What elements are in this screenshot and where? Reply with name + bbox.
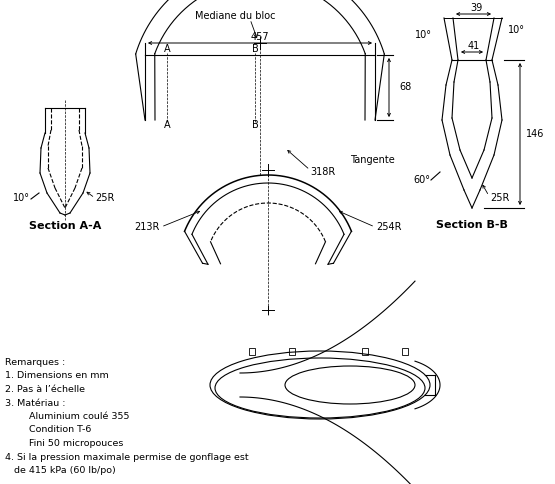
Text: 146: 146 [526,129,544,139]
Text: de 415 kPa (60 lb/po): de 415 kPa (60 lb/po) [5,466,116,475]
Text: 3. Matériau :: 3. Matériau : [5,398,65,408]
Bar [249,348,255,355]
Text: 10°: 10° [508,25,525,35]
Text: B: B [251,120,259,130]
Text: Section A-A: Section A-A [29,221,101,231]
Text: 318R: 318R [310,167,335,177]
Text: A: A [164,120,170,130]
Text: Section B-B: Section B-B [436,220,508,230]
Bar [289,348,295,355]
Text: 60°: 60° [413,175,430,185]
Text: 10°: 10° [415,30,432,40]
Text: Tangente: Tangente [350,155,395,165]
Text: 25R: 25R [490,193,509,203]
Text: A: A [164,44,170,54]
Text: 39: 39 [470,3,482,13]
Text: 4. Si la pression maximale permise de gonflage est: 4. Si la pression maximale permise de go… [5,453,249,462]
Text: 1. Dimensions en mm: 1. Dimensions en mm [5,372,109,380]
Text: Mediane du bloc: Mediane du bloc [195,11,275,21]
Text: Condition T-6: Condition T-6 [5,425,92,435]
Text: Aluminium coulé 355: Aluminium coulé 355 [5,412,129,421]
Text: 10°: 10° [13,193,30,203]
Text: Remarques :: Remarques : [5,358,65,367]
Text: Fini 50 micropouces: Fini 50 micropouces [5,439,123,448]
Bar [402,348,408,355]
Text: 68: 68 [399,82,411,92]
Text: 213R: 213R [135,222,160,232]
Bar [362,348,368,355]
Text: 25R: 25R [95,193,114,203]
Text: B: B [251,44,259,54]
Text: 41: 41 [468,41,480,51]
Text: 457: 457 [251,32,269,42]
Text: 254R: 254R [376,222,401,232]
Text: 2. Pas à l’échelle: 2. Pas à l’échelle [5,385,85,394]
